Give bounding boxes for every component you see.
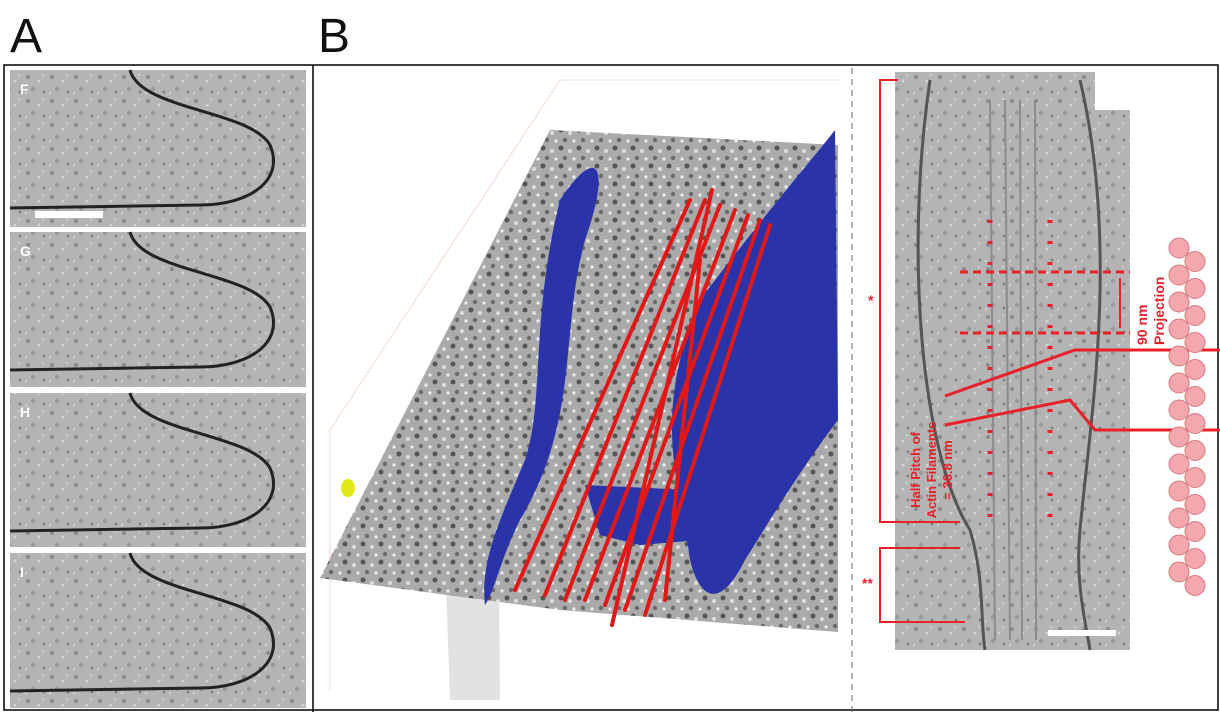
micrograph xyxy=(10,393,306,547)
image-label: H xyxy=(20,404,30,420)
bead xyxy=(1185,252,1205,272)
mark: * xyxy=(868,292,874,308)
bead xyxy=(1169,265,1189,285)
image-label: F xyxy=(20,81,29,97)
bead xyxy=(1169,400,1189,420)
bead xyxy=(1185,441,1205,461)
pitch-label: = 36.8 nm xyxy=(940,440,955,500)
scale-bar xyxy=(35,211,103,218)
bead xyxy=(1185,495,1205,515)
bead xyxy=(1169,373,1189,393)
bead xyxy=(1185,414,1205,434)
bead xyxy=(1169,481,1189,501)
page: {"panels": { "a": {"label": "A", "images… xyxy=(0,0,1220,712)
bead xyxy=(1185,549,1205,569)
micrographs: F G H I xyxy=(10,70,306,708)
figure: A B F G H I xyxy=(0,0,1220,712)
bead xyxy=(1169,454,1189,474)
bead xyxy=(1185,387,1205,407)
tomogram xyxy=(895,72,1130,650)
bead xyxy=(1185,360,1205,380)
bead xyxy=(1169,535,1189,555)
bead xyxy=(1169,508,1189,528)
image-label: I xyxy=(20,564,24,580)
panel-label: B xyxy=(318,10,350,63)
pitch-label: Actin Filaments xyxy=(924,422,939,519)
bead xyxy=(1169,238,1189,258)
micrograph xyxy=(10,232,306,387)
pitch-label: Half Pitch of xyxy=(908,431,923,508)
bead xyxy=(1185,333,1205,353)
bead xyxy=(1185,306,1205,326)
bead xyxy=(1185,576,1205,596)
bead xyxy=(1169,562,1189,582)
bead xyxy=(1169,427,1189,447)
bead xyxy=(1169,319,1189,339)
bead xyxy=(1185,468,1205,488)
projection-label: Projection xyxy=(1151,277,1167,345)
bead xyxy=(1169,346,1189,366)
bead xyxy=(1185,279,1205,299)
micrograph xyxy=(10,553,306,708)
micrograph xyxy=(10,70,306,227)
render-3d xyxy=(320,80,840,700)
bead xyxy=(1185,522,1205,542)
actin-model xyxy=(1169,238,1205,596)
mark: ** xyxy=(862,575,873,591)
projection-label: 90 nm xyxy=(1134,305,1150,345)
image-label: G xyxy=(20,243,31,259)
panel-label: A xyxy=(10,10,42,63)
bead xyxy=(1169,292,1189,312)
